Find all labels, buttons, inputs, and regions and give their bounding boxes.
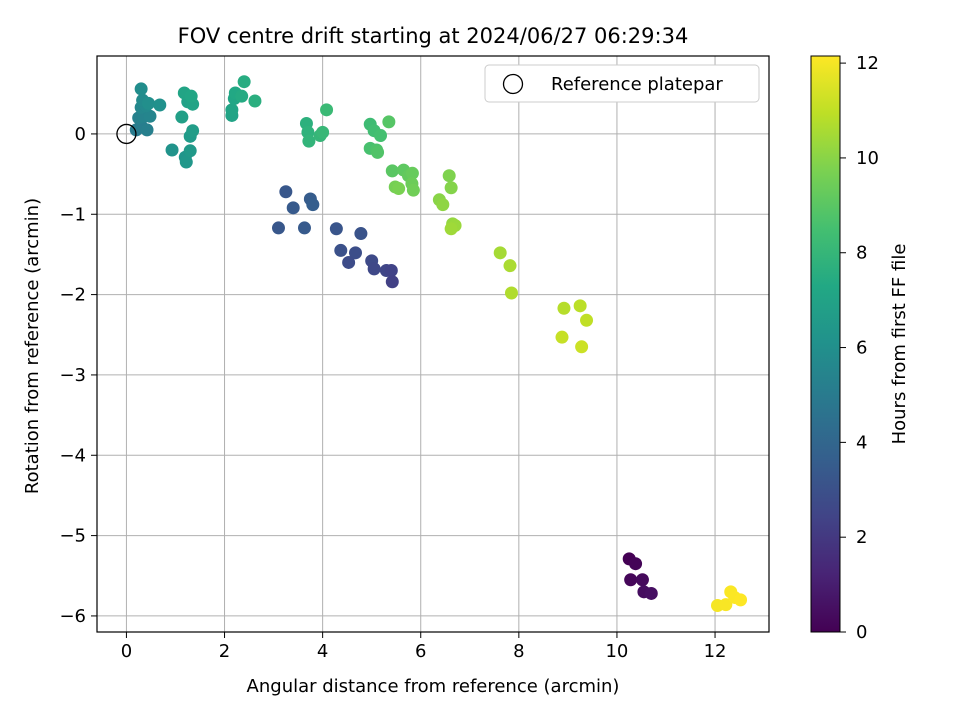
grid-lines [97,56,769,632]
colorbar: 0 2 4 6 8 10 12 Hours from first FF file [810,53,910,643]
data-point [183,144,197,158]
colorbar-tick-label: 10 [856,148,879,169]
data-point [279,185,293,199]
data-point [575,340,589,354]
data-point [503,259,517,273]
colorbar-ticks: 0 2 4 6 8 10 12 [840,53,879,643]
data-point [644,586,658,600]
data-point [165,143,179,157]
data-point [444,181,458,195]
data-point [405,166,419,180]
data-point [225,103,239,117]
colorbar-tick-label: 6 [856,338,867,359]
data-point [184,89,198,103]
data-point [342,255,356,269]
x-axis-label: Angular distance from reference (arcmin) [247,676,620,697]
y-tick-label: 0 [75,124,86,145]
y-tick-label: −3 [59,365,86,386]
data-point [316,125,330,139]
chart-title: FOV centre drift starting at 2024/06/27 … [178,24,689,48]
data-point [406,183,420,197]
data-point [555,330,569,344]
y-tick-label: −4 [59,445,86,466]
data-point [271,221,285,235]
data-point [493,246,507,260]
data-point [186,124,200,138]
data-points [116,75,748,612]
data-point [367,262,381,276]
data-point [580,313,594,327]
data-point [629,557,643,571]
colorbar-tick-label: 12 [856,53,879,74]
data-point [719,598,733,612]
x-tick-label: 2 [219,641,230,662]
y-tick-label: −6 [59,606,86,627]
data-point [504,286,518,300]
legend-marker-reference [502,73,524,95]
data-point [248,94,262,108]
data-point [134,82,148,96]
data-point [557,301,571,315]
data-point [354,227,368,241]
plot-frame [96,55,770,633]
y-tick-label: −1 [59,204,86,225]
data-point [140,123,154,137]
data-point [385,275,399,289]
colorbar-tick-label: 0 [856,622,867,643]
data-point [143,109,157,123]
data-point [306,198,320,212]
data-point [334,243,348,257]
legend: Reference platepar [484,64,760,103]
data-point [384,263,398,277]
legend-box [484,64,760,103]
data-point [442,169,456,183]
colorbar-tick-label: 2 [856,527,867,548]
colorbar-tick-label: 8 [856,243,867,264]
data-point [329,222,343,236]
data-point [624,573,638,587]
data-point [392,182,406,196]
data-point [175,110,189,124]
colorbar-tick-label: 4 [856,432,867,453]
data-point [374,129,388,143]
reference-platepar-marker [116,123,137,145]
data-point [297,221,311,235]
colorbar-label: Hours from first FF file [889,244,910,445]
y-tick-label: −2 [59,285,86,306]
data-point [371,145,385,159]
data-point [573,299,587,313]
colorbar-gradient [810,55,841,633]
data-point [348,246,362,260]
legend-label-reference: Reference platepar [551,74,723,95]
data-point [286,201,300,215]
y-axis-label: Rotation from reference (arcmin) [22,198,43,494]
x-tick-label: 6 [415,641,426,662]
x-tick-label: 10 [605,641,628,662]
data-point [444,222,458,236]
data-point [142,96,156,110]
data-point [436,198,450,212]
x-tick-label: 0 [121,641,132,662]
data-point [734,593,748,607]
data-point [320,103,334,117]
data-point [237,75,251,89]
data-point [385,164,399,178]
data-point [179,155,193,169]
data-point [153,98,167,112]
x-tick-label: 4 [317,641,328,662]
y-tick-label: −5 [59,526,86,547]
data-point [302,134,316,148]
axes: 0 2 4 6 8 10 12 0 −1 −2 −3 −4 −5 −6 [59,55,770,662]
data-point [235,89,249,103]
x-tick-label: 8 [513,641,524,662]
data-point [382,115,396,129]
data-point [635,573,649,587]
x-tick-label: 12 [704,641,727,662]
